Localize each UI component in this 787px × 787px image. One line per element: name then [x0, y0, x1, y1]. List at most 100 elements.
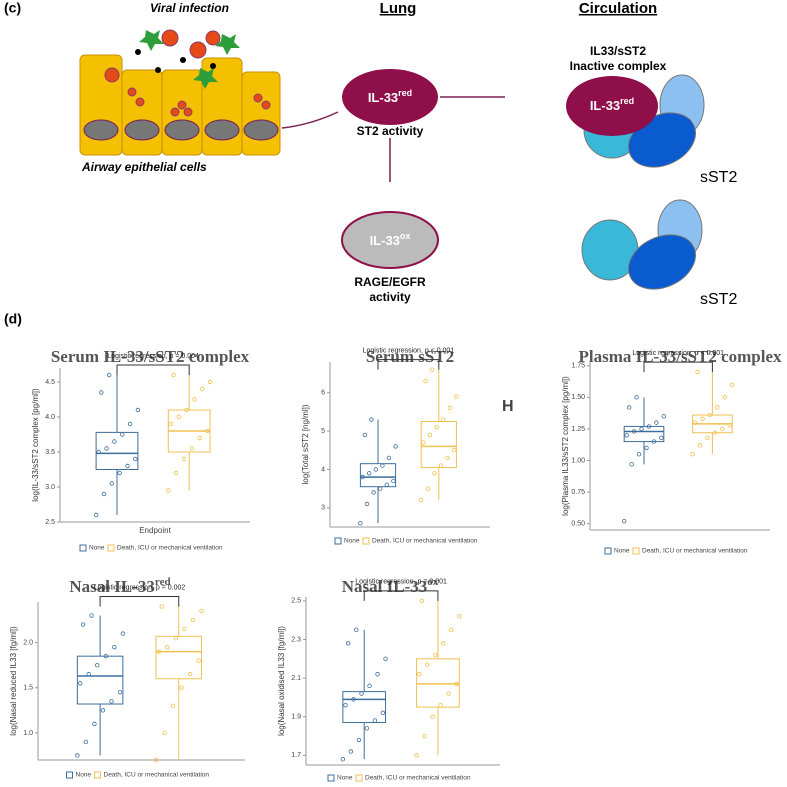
point [367, 683, 372, 689]
sup: red [620, 96, 634, 106]
point [362, 432, 367, 438]
point [103, 653, 108, 659]
point [393, 444, 398, 449]
point [358, 520, 363, 526]
point [189, 446, 195, 451]
point [452, 448, 457, 453]
point [80, 622, 86, 627]
point [727, 422, 732, 428]
virions [104, 29, 271, 117]
box [420, 420, 457, 469]
point [447, 405, 452, 411]
il33: IL-33 [590, 98, 620, 113]
y-tick-label: 4.0 [45, 414, 55, 421]
il33-red-label: IL-33red [590, 96, 634, 113]
bracket [116, 364, 190, 375]
sst2-label: sST2 [700, 291, 737, 308]
annotation: Logistic regression, p < 0.001 [363, 348, 455, 355]
point [120, 631, 126, 636]
legend-key [334, 537, 342, 545]
point [433, 652, 438, 658]
point [120, 432, 125, 437]
point [95, 663, 100, 668]
legend-label: Death, ICU or mechanical ventilation [372, 538, 478, 545]
sst2-label: sST2 [700, 169, 737, 186]
point [712, 430, 718, 435]
title-sup: red [155, 576, 171, 588]
point [432, 471, 437, 476]
point [651, 439, 657, 444]
sst2-free [581, 199, 703, 290]
point [96, 449, 101, 455]
point [156, 649, 162, 654]
point [373, 467, 378, 472]
legend-key [79, 544, 87, 552]
point [384, 482, 389, 487]
point [654, 420, 659, 425]
point [99, 390, 104, 395]
legend-key [362, 537, 370, 545]
point [356, 737, 362, 743]
y-tick-label: 1.75 [571, 363, 585, 370]
y-axis-label: log(Plasma IL33/sST2 complex [pg/ml]) [561, 376, 570, 516]
point [380, 463, 385, 468]
box [359, 463, 397, 488]
y-tick-label: 4 [321, 466, 325, 473]
point [77, 681, 83, 686]
legend-key [327, 774, 335, 782]
annotation: Logistic regression, p < 0.001 [632, 350, 724, 357]
circulation-header: Circulation [579, 0, 657, 17]
point [182, 626, 187, 632]
point [386, 455, 392, 461]
point [441, 417, 446, 422]
y-tick-label: 1.7 [291, 752, 301, 759]
point [730, 382, 735, 387]
point [438, 702, 443, 708]
point [364, 501, 370, 507]
point [624, 433, 629, 438]
legend-label: None [89, 545, 105, 552]
point [425, 486, 430, 491]
y-tick-label: 2.0 [23, 639, 33, 646]
legend-label: Death, ICU or mechanical ventilation [104, 772, 210, 779]
y-axis-label: log(Total sST2 [ng/ml]) [301, 404, 310, 484]
point [378, 486, 383, 491]
point [417, 672, 422, 677]
point [690, 452, 695, 457]
point [159, 604, 164, 609]
y-tick-label: 1.9 [291, 714, 301, 721]
point [634, 395, 639, 400]
il33-red-node [342, 69, 438, 125]
point [200, 386, 205, 392]
box [416, 658, 460, 708]
legend-label: None [76, 772, 92, 779]
point [430, 367, 435, 372]
sup: ox [400, 231, 411, 241]
title: Nasal IL-33 [69, 577, 154, 596]
point [430, 714, 435, 719]
point [364, 726, 370, 731]
y-tick-label: 3.0 [45, 484, 55, 491]
point [659, 435, 664, 440]
il33: IL-33 [368, 90, 398, 105]
point [359, 691, 364, 696]
point [722, 395, 727, 400]
point [135, 407, 141, 413]
box [95, 431, 139, 470]
point [176, 414, 181, 420]
point [106, 372, 112, 378]
il33-ox-label: IL-33ox [370, 231, 411, 248]
point [391, 478, 396, 484]
y-tick-label: 6 [321, 390, 325, 397]
point [644, 445, 649, 451]
point [446, 691, 451, 696]
point [715, 405, 720, 410]
point [705, 435, 710, 440]
point [449, 627, 454, 633]
y-axis-label: log(Nasal reduced IL33 [fg/ml]) [9, 626, 18, 736]
point [700, 416, 705, 422]
legend-key [355, 774, 363, 782]
y-axis-label: log(IL-33/sST2 complex [pg/ml]) [31, 388, 40, 502]
point [360, 474, 365, 480]
